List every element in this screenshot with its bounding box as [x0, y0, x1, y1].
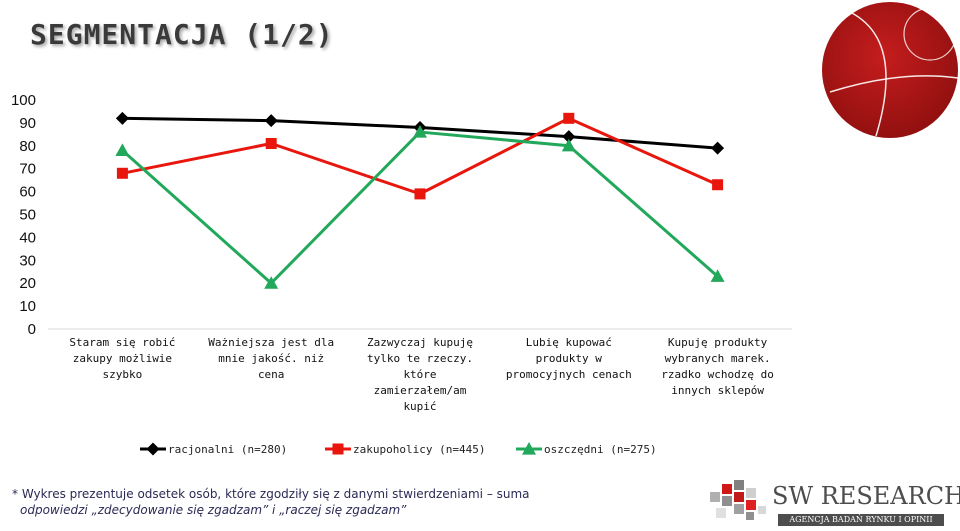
data-point-diamond [115, 111, 129, 125]
category-label-line: które [403, 368, 436, 381]
brand-tagline: AGENCJA BADAŃ RYNKU I OPINII [778, 514, 944, 526]
data-point-triangle [710, 269, 725, 282]
data-point-square [414, 188, 426, 200]
data-point-diamond [711, 141, 725, 155]
category-label-line: Lubię kupować [526, 336, 612, 349]
data-point-square [712, 179, 724, 191]
category-label-line: Staram się robić [69, 336, 175, 349]
category-label-line: zamierzałem/am [374, 384, 467, 397]
footnote-line-1: * Wykres prezentuje odsetek osób, które … [12, 487, 530, 501]
category-label-line: tylko te rzeczy. [367, 352, 473, 365]
data-point-triangle [561, 138, 576, 152]
category-label-line: produkty w [536, 352, 603, 365]
category-label-line: wybranych marek. [665, 352, 771, 365]
y-tick-label: 0 [28, 321, 36, 338]
legend-marker [332, 443, 344, 455]
data-point-triangle [264, 276, 279, 289]
legend-marker [146, 442, 160, 456]
data-point-square [563, 112, 575, 124]
y-tick-label: 100 [11, 92, 36, 109]
brand-name: SW RESEARCH [772, 482, 960, 510]
category-label: Kupuję produkty wybranych marek. rzadko wc… [661, 336, 774, 397]
y-tick-label: 60 [19, 184, 36, 201]
category-label: Zazwyczaj kupuję tylko te rzeczy. które zam… [367, 336, 473, 413]
footnote-line-2: odpowiedzi „zdecydowanie się zgadzam” i … [20, 503, 407, 517]
y-tick-label: 10 [19, 298, 36, 315]
category-label-line: promocyjnych cenach [506, 368, 632, 381]
data-point-diamond [562, 130, 576, 144]
category-label-line: innych sklepów [671, 384, 764, 397]
y-tick-label: 20 [19, 275, 36, 292]
category-label-line: mnie jakość. niż [218, 352, 324, 365]
decorative-red-circle [822, 2, 959, 138]
category-label: Lubię kupować produkty w promocyjnych cena… [506, 336, 632, 381]
data-point-square [265, 138, 277, 150]
category-label-line: zakupy możliwie [73, 352, 172, 365]
data-point-square [116, 167, 128, 179]
page-title: SEGMENTACJA (1/2) [30, 18, 334, 51]
category-label: Staram się robić zakupy możliwie szybko [69, 336, 175, 381]
category-label-line: szybko [103, 368, 143, 381]
category-label-line: Zazwyczaj kupuję [367, 336, 473, 349]
data-point-diamond [264, 114, 278, 128]
y-tick-label: 50 [19, 207, 36, 224]
y-tick-label: 80 [19, 138, 36, 155]
logo-squares-icon [710, 480, 766, 520]
data-point-triangle [115, 143, 130, 156]
category-label-line: cena [258, 368, 285, 381]
legend-marker [522, 442, 536, 455]
footnote: * Wykres prezentuje odsetek osób, które … [12, 486, 530, 518]
y-tick-label: 90 [19, 115, 36, 132]
legend-label: zakupoholicy (n=445) [353, 443, 485, 456]
y-tick-label: 70 [19, 161, 36, 178]
category-label: Ważniejsza jest dla mnie jakość. niż cena [208, 336, 334, 381]
category-label-line: Ważniejsza jest dla [208, 336, 334, 349]
brand-logo: SW RESEARCH AGENCJA BADAŃ RYNKU I OPINII [706, 478, 960, 526]
y-tick-label: 30 [19, 252, 36, 269]
category-label-line: kupić [403, 400, 436, 413]
category-label-line: rzadko wchodzę do [661, 368, 774, 381]
line-chart: 0 10 20 30 40 50 60 70 80 90 100 Staram się robić za… [11, 92, 792, 456]
y-tick-label: 40 [19, 229, 36, 246]
legend-label: oszczędni (n=275) [544, 443, 657, 456]
legend-label: racjonalni (n=280) [168, 443, 287, 456]
category-label-line: Kupuję produkty [668, 336, 768, 349]
data-point-triangle [413, 125, 427, 138]
